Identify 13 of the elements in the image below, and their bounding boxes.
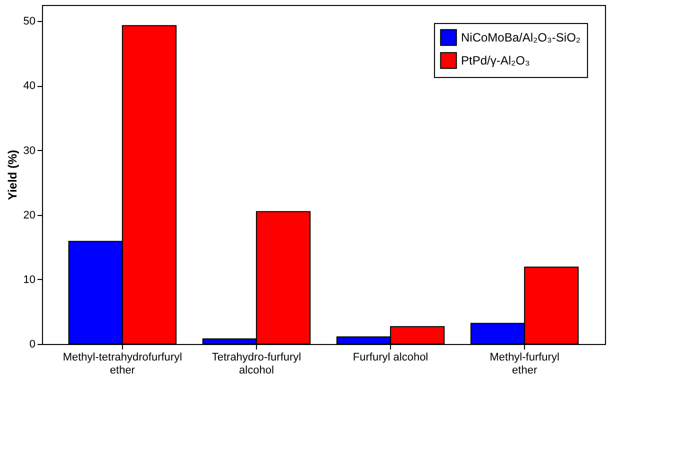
y-tick-label: 30: [23, 144, 36, 157]
y-tick-label: 50: [23, 16, 36, 28]
x-tick-label: Methyl-furfuryl ether: [490, 352, 560, 376]
y-axis-title: Yield (%): [5, 150, 20, 200]
y-tick-label: 10: [23, 274, 36, 286]
legend-label: PtPd/γ-Al₂O₃: [461, 54, 530, 68]
y-tick-label: 0: [29, 338, 36, 350]
x-tick-label: Methyl-tetrahydrofurfuryl ether: [62, 352, 182, 376]
x-tick-label: Tetrahydro-furfuryl alcohol: [212, 352, 302, 376]
legend-label: NiCoMoBa/Al₂O₃-SiO₂: [461, 30, 581, 44]
x-tick-label: Furfuryl alcohol: [352, 352, 428, 364]
y-tick-label: 20: [23, 209, 36, 222]
y-tick-label: 40: [23, 80, 36, 92]
